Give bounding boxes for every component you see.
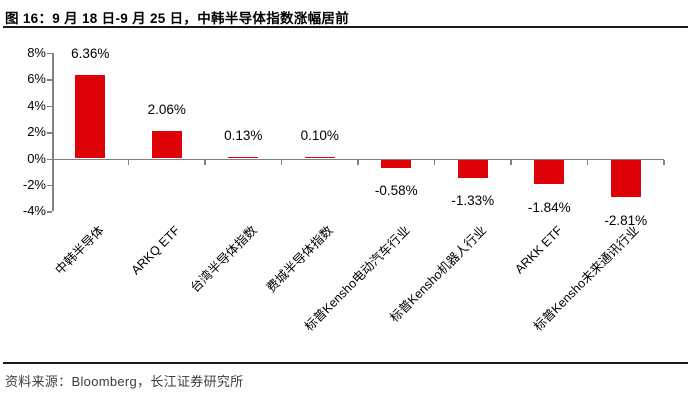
- y-axis-tick-label: 4%: [27, 97, 46, 113]
- x-axis-category-label: 费城半导体指数: [264, 223, 336, 296]
- bar: [304, 156, 335, 159]
- bar-value-label: -0.58%: [374, 183, 418, 199]
- source-note: 资料来源：Bloomberg，长江证券研究所: [5, 374, 244, 389]
- y-axis-tick: [47, 52, 52, 55]
- x-axis-tick: [663, 160, 665, 165]
- x-axis-tick: [280, 160, 283, 165]
- bar: [534, 160, 565, 185]
- x-axis-tick: [127, 160, 130, 165]
- bar-value-label: 0.13%: [224, 127, 263, 143]
- y-axis-tick: [47, 158, 52, 160]
- bar-value-label: -1.84%: [527, 199, 571, 215]
- bar: [75, 74, 106, 159]
- x-axis-tick: [357, 160, 359, 165]
- title-divider: [3, 26, 688, 28]
- bar: [228, 156, 259, 159]
- x-axis-tick: [433, 160, 436, 165]
- x-axis-category-label: ARKK ETF: [512, 223, 566, 277]
- y-axis-tick: [47, 132, 52, 134]
- x-axis-category-label: 台湾半导体指数: [187, 223, 260, 296]
- y-axis-tick-label: 2%: [27, 124, 46, 140]
- y-axis-tick: [47, 79, 52, 81]
- footer-divider: [3, 362, 688, 364]
- bar-value-label: 2.06%: [147, 102, 186, 118]
- y-axis-tick-label: -2%: [22, 176, 46, 192]
- figure-title: 图 16：9 月 18 日-9 月 25 日，中韩半导体指数涨幅居前: [5, 11, 350, 26]
- bar-value-label: -2.81%: [604, 212, 648, 228]
- x-axis-tick: [204, 160, 206, 165]
- bar: [610, 160, 641, 198]
- bar: [151, 131, 182, 159]
- y-axis-tick-label: 0%: [27, 150, 46, 166]
- y-axis-tick: [47, 211, 52, 213]
- x-axis-category-label: 中韩半导体: [52, 223, 107, 278]
- y-axis-tick-label: 6%: [27, 71, 46, 87]
- bar-value-label: 6.36%: [71, 45, 110, 61]
- x-axis-tick: [586, 160, 589, 165]
- y-axis-line: [52, 52, 54, 212]
- bar: [457, 160, 488, 178]
- x-axis-line: [52, 158, 664, 160]
- x-axis-category-label: ARKQ ETF: [128, 223, 183, 278]
- y-axis-tick: [47, 105, 52, 108]
- y-axis-tick-label: -4%: [22, 203, 46, 219]
- y-axis-tick-label: 8%: [27, 44, 46, 60]
- bar: [381, 160, 412, 168]
- bar-value-label: -1.33%: [451, 193, 495, 209]
- x-axis-tick: [510, 160, 512, 165]
- bar-value-label: 0.10%: [300, 128, 339, 144]
- y-axis-tick: [47, 184, 52, 187]
